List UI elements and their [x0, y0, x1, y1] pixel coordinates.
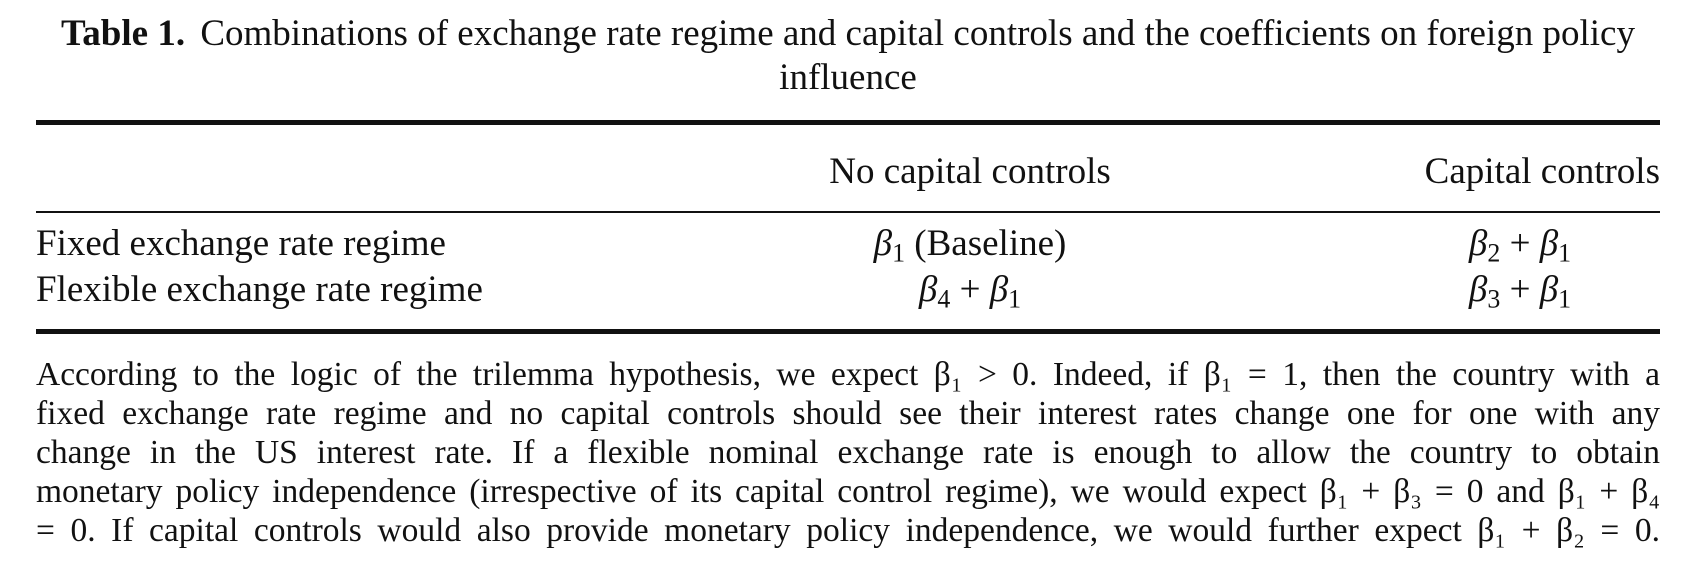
- table-header-rule: [36, 211, 1660, 213]
- row-label-fixed: Fixed exchange rate regime: [36, 223, 446, 264]
- beta-symbol: β: [1539, 223, 1559, 264]
- table-bottom-rule: [36, 329, 1660, 334]
- baseline-label: (Baseline): [905, 223, 1067, 264]
- beta-subscript: 2: [1487, 238, 1501, 268]
- note-line: = 0. If capital controls would also prov…: [36, 512, 1660, 549]
- beta-symbol: β: [1468, 223, 1488, 264]
- plus-operator: +: [1500, 223, 1540, 264]
- beta-subscript: 1: [1558, 238, 1572, 268]
- cell-fixed-controls: β2 + β1: [1380, 222, 1660, 266]
- plus-operator: +: [950, 269, 990, 310]
- column-header-no-capital-controls: No capital controls: [829, 151, 1111, 192]
- beta-subscript: 1: [1558, 284, 1572, 314]
- row-label-flexible: Flexible exchange rate regime: [36, 269, 483, 310]
- beta-subscript: 3: [1487, 284, 1501, 314]
- note-line: monetary policy independence (irrespecti…: [36, 473, 1660, 510]
- beta-subscript: 1: [892, 238, 906, 268]
- cell-flexible-controls: β3 + β1: [1380, 268, 1660, 312]
- beta-symbol: β: [1539, 269, 1559, 310]
- beta-subscript: 1: [1008, 284, 1022, 314]
- table-caption: Table 1. Combinations of exchange rate r…: [36, 12, 1660, 100]
- beta-subscript: 4: [937, 284, 951, 314]
- cell-flexible-no-controls: β4 + β1: [685, 268, 1255, 312]
- cell-fixed-no-controls: β1 (Baseline): [685, 222, 1255, 266]
- beta-symbol: β: [873, 223, 893, 264]
- note-line: fixed exchange rate regime and no capita…: [36, 395, 1660, 432]
- table-note: According to the logic of the trilemma h…: [36, 355, 1660, 550]
- table-label: Table 1.: [61, 13, 186, 54]
- table-title: Combinations of exchange rate regime and…: [200, 13, 1635, 98]
- plus-operator: +: [1500, 269, 1540, 310]
- note-line: change in the US interest rate. If a fle…: [36, 434, 1660, 471]
- beta-symbol: β: [989, 269, 1009, 310]
- column-header-capital-controls: Capital controls: [1424, 151, 1660, 192]
- table-top-rule: [36, 120, 1660, 125]
- note-line: According to the logic of the trilemma h…: [36, 356, 1660, 393]
- beta-symbol: β: [1468, 269, 1488, 310]
- beta-symbol: β: [918, 269, 938, 310]
